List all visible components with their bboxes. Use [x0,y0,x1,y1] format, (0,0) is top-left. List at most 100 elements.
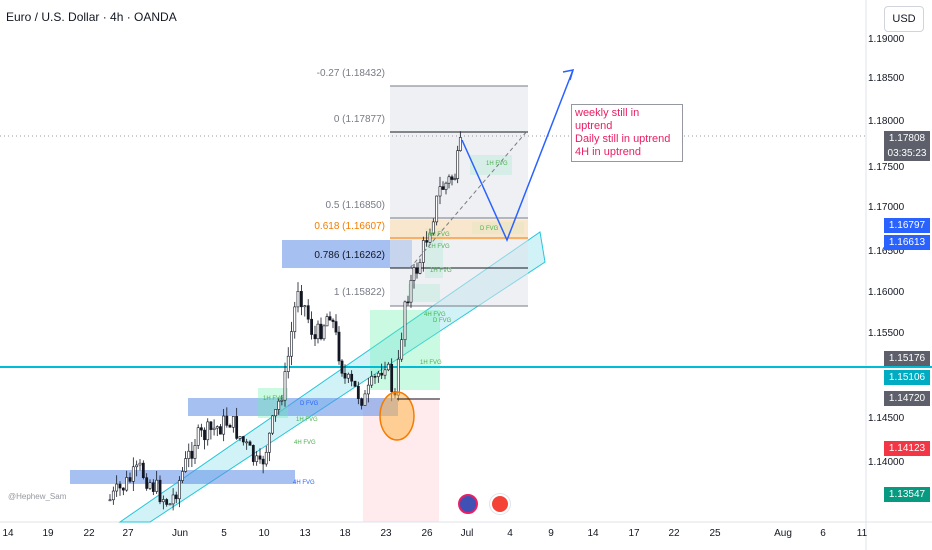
candle-body [264,451,268,465]
candle-body [177,480,181,500]
fib-label-minus-027: -0.27 (1.18432) [316,68,385,79]
candle-body [299,291,303,308]
candle-body [406,301,410,304]
fvg-label: 4H FVG [293,480,315,486]
candle-body [316,323,320,340]
us-event-icon[interactable] [490,494,510,514]
date-axis-label: Jul [460,528,474,539]
candle-body [125,477,129,491]
candle-body [118,483,122,489]
fib-retracement[interactable] [390,85,528,307]
projection-path[interactable] [461,69,574,242]
fvg-label: D FVG [300,401,319,407]
candle-body [277,400,281,410]
candle-body [209,421,213,430]
orange-circle-marker[interactable] [379,391,415,441]
candle-body [280,399,284,402]
candle-body [165,499,169,505]
candle-body [458,137,462,151]
candle-body [435,195,439,223]
candle-body [141,462,145,478]
price-axis-label: 1.17000 [868,202,905,213]
candle-body [412,267,416,281]
date-axis-label: 10 [258,528,270,539]
author-watermark: @Hephew_Sam [8,492,67,501]
candle-body [370,376,374,386]
candle-body [286,355,290,372]
price-tag-red: 1.14123 [884,441,930,456]
date-axis-label: 18 [339,528,351,539]
candle-body [115,483,119,492]
price-axis-label: 1.14500 [868,413,905,424]
candle-body [212,427,216,430]
candle-body [306,305,310,320]
price-axis-label: 1.14000 [868,457,905,468]
date-axis-label: 23 [380,528,392,539]
candle-body [171,494,175,505]
candle-body [346,373,350,379]
candle-body [187,450,191,459]
date-axis-label: Jun [171,528,189,539]
annotation-textbox[interactable]: weekly still in uptrend Daily still in u… [571,104,683,162]
candle-body [203,429,206,441]
candle-series [108,131,462,511]
candle-body [319,323,323,340]
date-axis-label: 26 [421,528,433,539]
fvg-label: 1H FVG [263,396,285,402]
date-axis-label: 17 [628,528,640,539]
price-tag-green: 1.13547 [884,487,930,502]
candle-body [331,319,335,322]
candle-body [231,416,235,428]
candle-body [322,325,326,340]
fvg-label: D FVG [433,318,452,324]
fib-label-0: 0 (1.17877) [333,114,385,125]
candle-body [453,178,457,180]
price-tag-blue-1: 1.16797 [884,218,930,233]
date-axis-label: 11 [856,528,868,539]
candle-body [313,334,317,340]
fib-label-0618: 0.618 (1.16607) [314,221,385,232]
price-axis-label: 1.16500 [868,246,905,257]
candle-body [222,415,226,435]
candle-body [238,436,242,439]
candle-body [360,398,364,406]
candle-body [303,305,307,308]
date-axis-label: Aug [774,528,792,539]
candle-body [228,425,232,428]
dashed-trendline [409,129,529,269]
fvg-label: 1H FVG [296,417,318,423]
candle-body [135,464,139,468]
date-axis-label: 5 [221,528,227,539]
candle-body [400,339,404,360]
candle-body [121,487,125,491]
price-axis-label: 1.18000 [868,116,905,127]
candle-body [390,363,394,392]
date-axis-label: 9 [548,528,554,539]
candle-body [431,221,435,234]
symbol-title[interactable]: Euro / U.S. Dollar · 4h · OANDA [6,10,177,24]
candle-body [409,280,413,303]
candle-body [425,240,429,243]
candle-body [235,416,239,439]
candle-body [219,426,222,435]
candle-body [251,445,255,462]
date-axis-label: 4 [507,528,513,539]
eu-event-icon[interactable] [458,494,478,514]
candle-body [245,441,249,444]
candle-body [128,477,132,482]
candle-body [196,427,200,446]
currency-button[interactable]: USD [884,6,924,32]
annotation-line-2: Daily still in uptrend [575,133,671,145]
fib-label-0786: 0.786 (1.16262) [314,250,385,261]
last-price-tag: 1.17808 [884,131,930,146]
candle-body [241,436,245,443]
candle-body [193,445,197,459]
candle-body [283,371,287,401]
candle-body [383,369,387,376]
candle-body [199,427,203,431]
fvg-label: D FVG [480,226,499,232]
blue-zone-2[interactable] [188,398,398,416]
candle-body [380,372,384,376]
date-axis-label: 25 [709,528,721,539]
